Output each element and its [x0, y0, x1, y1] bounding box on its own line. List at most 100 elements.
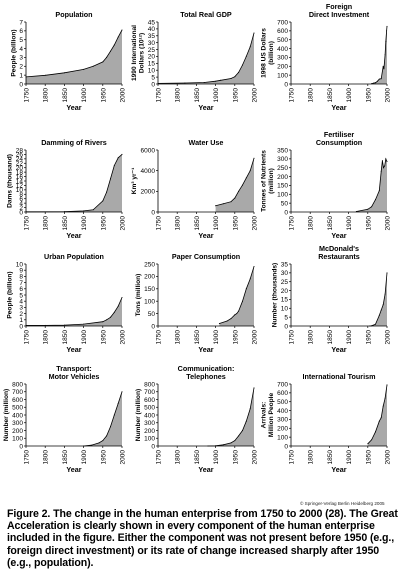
- data-point: [121, 29, 123, 31]
- data-point: [102, 61, 104, 63]
- data-point: [203, 82, 205, 83]
- x-tick-label: 1950: [100, 330, 107, 345]
- x-tick-label: 1800: [43, 216, 50, 231]
- data-point: [253, 387, 255, 389]
- x-tick-label: 1900: [213, 88, 220, 103]
- x-tick-label: 2000: [385, 450, 392, 465]
- y-tick-label: 5: [284, 314, 288, 321]
- x-tick-label: 1950: [365, 88, 372, 103]
- y-tick-label: 7: [19, 19, 23, 26]
- x-tick-label: 1950: [232, 216, 239, 231]
- y-axis-title: Tons (million): [135, 274, 142, 317]
- area-fill: [215, 158, 254, 212]
- data-point: [226, 320, 228, 322]
- x-tick-label: 1800: [43, 450, 50, 465]
- y-axis-title: (billion): [268, 41, 275, 65]
- y-tick-label: 3: [19, 305, 23, 312]
- data-point: [215, 80, 217, 82]
- y-tick-label: 4: [19, 200, 23, 207]
- data-point: [83, 323, 85, 325]
- data-point: [121, 153, 123, 155]
- x-tick-label: 1750: [24, 330, 31, 345]
- y-axis-title: (million): [268, 168, 275, 194]
- x-tick-label: 1800: [308, 216, 315, 231]
- series-line: [157, 32, 255, 84]
- x-tick-label: 1850: [327, 330, 334, 345]
- x-tick-label: 1850: [194, 450, 201, 465]
- x-tick-label: 1750: [24, 88, 31, 103]
- y-tick-label: 0: [284, 81, 288, 88]
- chart-panel-2: Total Real GDP 1750 1800 1850 1900 1950 2000 05…: [131, 10, 258, 112]
- y-tick-label: 300: [12, 420, 23, 427]
- data-point: [238, 310, 240, 312]
- data-point: [113, 165, 115, 166]
- x-axis-title: Year: [198, 465, 213, 474]
- data-point: [92, 209, 94, 211]
- data-point: [371, 439, 373, 441]
- y-tick-label: 40: [148, 26, 156, 33]
- x-tick-label: 1900: [213, 216, 220, 231]
- y-tick-label: 0: [284, 443, 288, 450]
- y-tick-label: 2: [19, 64, 23, 71]
- data-point: [234, 76, 236, 78]
- area-fill: [367, 384, 387, 446]
- chart-panel-12: International Tourism 1750 1800 1850 1900 195…: [260, 372, 391, 474]
- y-tick-label: 200: [277, 64, 288, 71]
- data-point: [110, 426, 111, 428]
- y-tick-label: 10: [16, 261, 24, 268]
- y-tick-label: 300: [144, 420, 155, 427]
- x-tick-label: 1850: [62, 450, 69, 465]
- data-point: [375, 323, 376, 325]
- x-tick-label: 1950: [100, 450, 107, 465]
- data-point: [102, 440, 104, 442]
- y-axis-title: 1998 US Dollars: [260, 28, 267, 78]
- data-point: [117, 305, 119, 307]
- x-tick-label: 1900: [213, 450, 220, 465]
- y-tick-label: 50: [148, 311, 156, 318]
- area-fill: [219, 266, 254, 326]
- panel-title: Motor Vehicles: [49, 372, 100, 381]
- data-point: [238, 190, 240, 192]
- y-axis-title: Km³ yr⁻¹: [131, 168, 138, 195]
- chart-panel-10: Transport:Motor Vehicles 1750 1800 1850 1900…: [3, 364, 127, 474]
- y-tick-label: 6000: [141, 147, 156, 154]
- data-point: [98, 442, 100, 444]
- x-tick-label: 2000: [120, 88, 127, 103]
- y-tick-label: 150: [144, 286, 155, 293]
- data-point: [373, 82, 375, 84]
- data-point: [106, 435, 108, 437]
- data-point: [378, 314, 380, 316]
- x-tick-label: 1800: [308, 450, 315, 465]
- data-point: [102, 321, 104, 323]
- x-tick-label: 1800: [308, 330, 315, 345]
- y-tick-label: 4000: [141, 168, 156, 175]
- y-tick-label: 6: [19, 286, 23, 293]
- data-point: [113, 414, 115, 416]
- y-tick-label: 100: [277, 72, 288, 79]
- panel-title: International Tourism: [303, 372, 376, 381]
- y-tick-label: 350: [277, 147, 288, 154]
- data-point: [380, 309, 382, 311]
- data-point: [382, 65, 384, 67]
- y-tick-label: 25: [148, 47, 156, 54]
- panel-title: Paper Consumption: [172, 252, 240, 261]
- data-point: [117, 402, 119, 404]
- data-point: [386, 272, 388, 274]
- y-tick-label: 6: [19, 196, 23, 203]
- data-point: [234, 314, 236, 316]
- y-tick-label: 6: [19, 28, 23, 35]
- y-tick-label: 18: [16, 169, 24, 176]
- x-tick-label: 1900: [81, 216, 88, 231]
- y-tick-label: 500: [277, 399, 288, 406]
- data-point: [378, 420, 380, 422]
- data-point: [375, 431, 376, 433]
- y-tick-label: 0: [151, 209, 155, 216]
- data-point: [184, 82, 186, 84]
- data-point: [242, 430, 243, 431]
- y-tick-label: 100: [277, 192, 288, 199]
- data-point: [378, 78, 380, 80]
- data-point: [249, 408, 251, 410]
- y-tick-label: 28: [16, 147, 24, 154]
- y-tick-label: 30: [148, 40, 156, 47]
